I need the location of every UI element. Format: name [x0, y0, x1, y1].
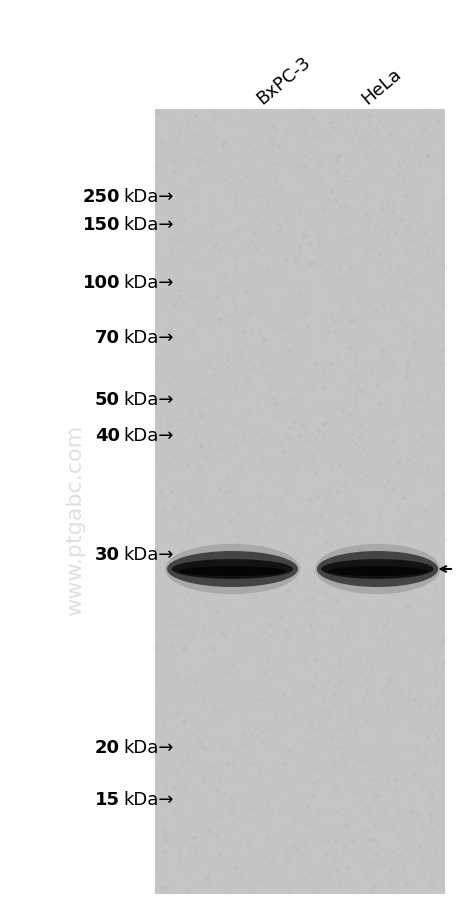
Ellipse shape — [178, 566, 286, 576]
Text: 30: 30 — [95, 546, 120, 564]
Text: kDa→: kDa→ — [123, 328, 173, 346]
Ellipse shape — [320, 559, 433, 579]
Text: 50: 50 — [95, 391, 120, 409]
Text: 250: 250 — [82, 188, 120, 206]
Ellipse shape — [167, 551, 297, 587]
Text: kDa→: kDa→ — [123, 391, 173, 409]
Ellipse shape — [171, 559, 293, 579]
Text: www.ptgabc.com: www.ptgabc.com — [65, 424, 85, 615]
Ellipse shape — [314, 544, 439, 594]
Text: 100: 100 — [82, 273, 120, 291]
Text: 15: 15 — [95, 790, 120, 808]
Text: kDa→: kDa→ — [123, 738, 173, 756]
Text: 70: 70 — [95, 328, 120, 346]
Text: HeLa: HeLa — [358, 65, 404, 108]
Text: 150: 150 — [82, 216, 120, 234]
Ellipse shape — [316, 551, 437, 587]
Text: 40: 40 — [95, 427, 120, 445]
Text: kDa→: kDa→ — [123, 273, 173, 291]
Text: kDa→: kDa→ — [123, 216, 173, 234]
Text: 20: 20 — [95, 738, 120, 756]
Ellipse shape — [327, 566, 426, 576]
Text: kDa→: kDa→ — [123, 790, 173, 808]
Ellipse shape — [165, 544, 299, 594]
Bar — [155, 110, 444, 894]
Text: kDa→: kDa→ — [123, 188, 173, 206]
Text: BxPC-3: BxPC-3 — [253, 53, 313, 108]
Text: kDa→: kDa→ — [123, 546, 173, 564]
Text: kDa→: kDa→ — [123, 427, 173, 445]
